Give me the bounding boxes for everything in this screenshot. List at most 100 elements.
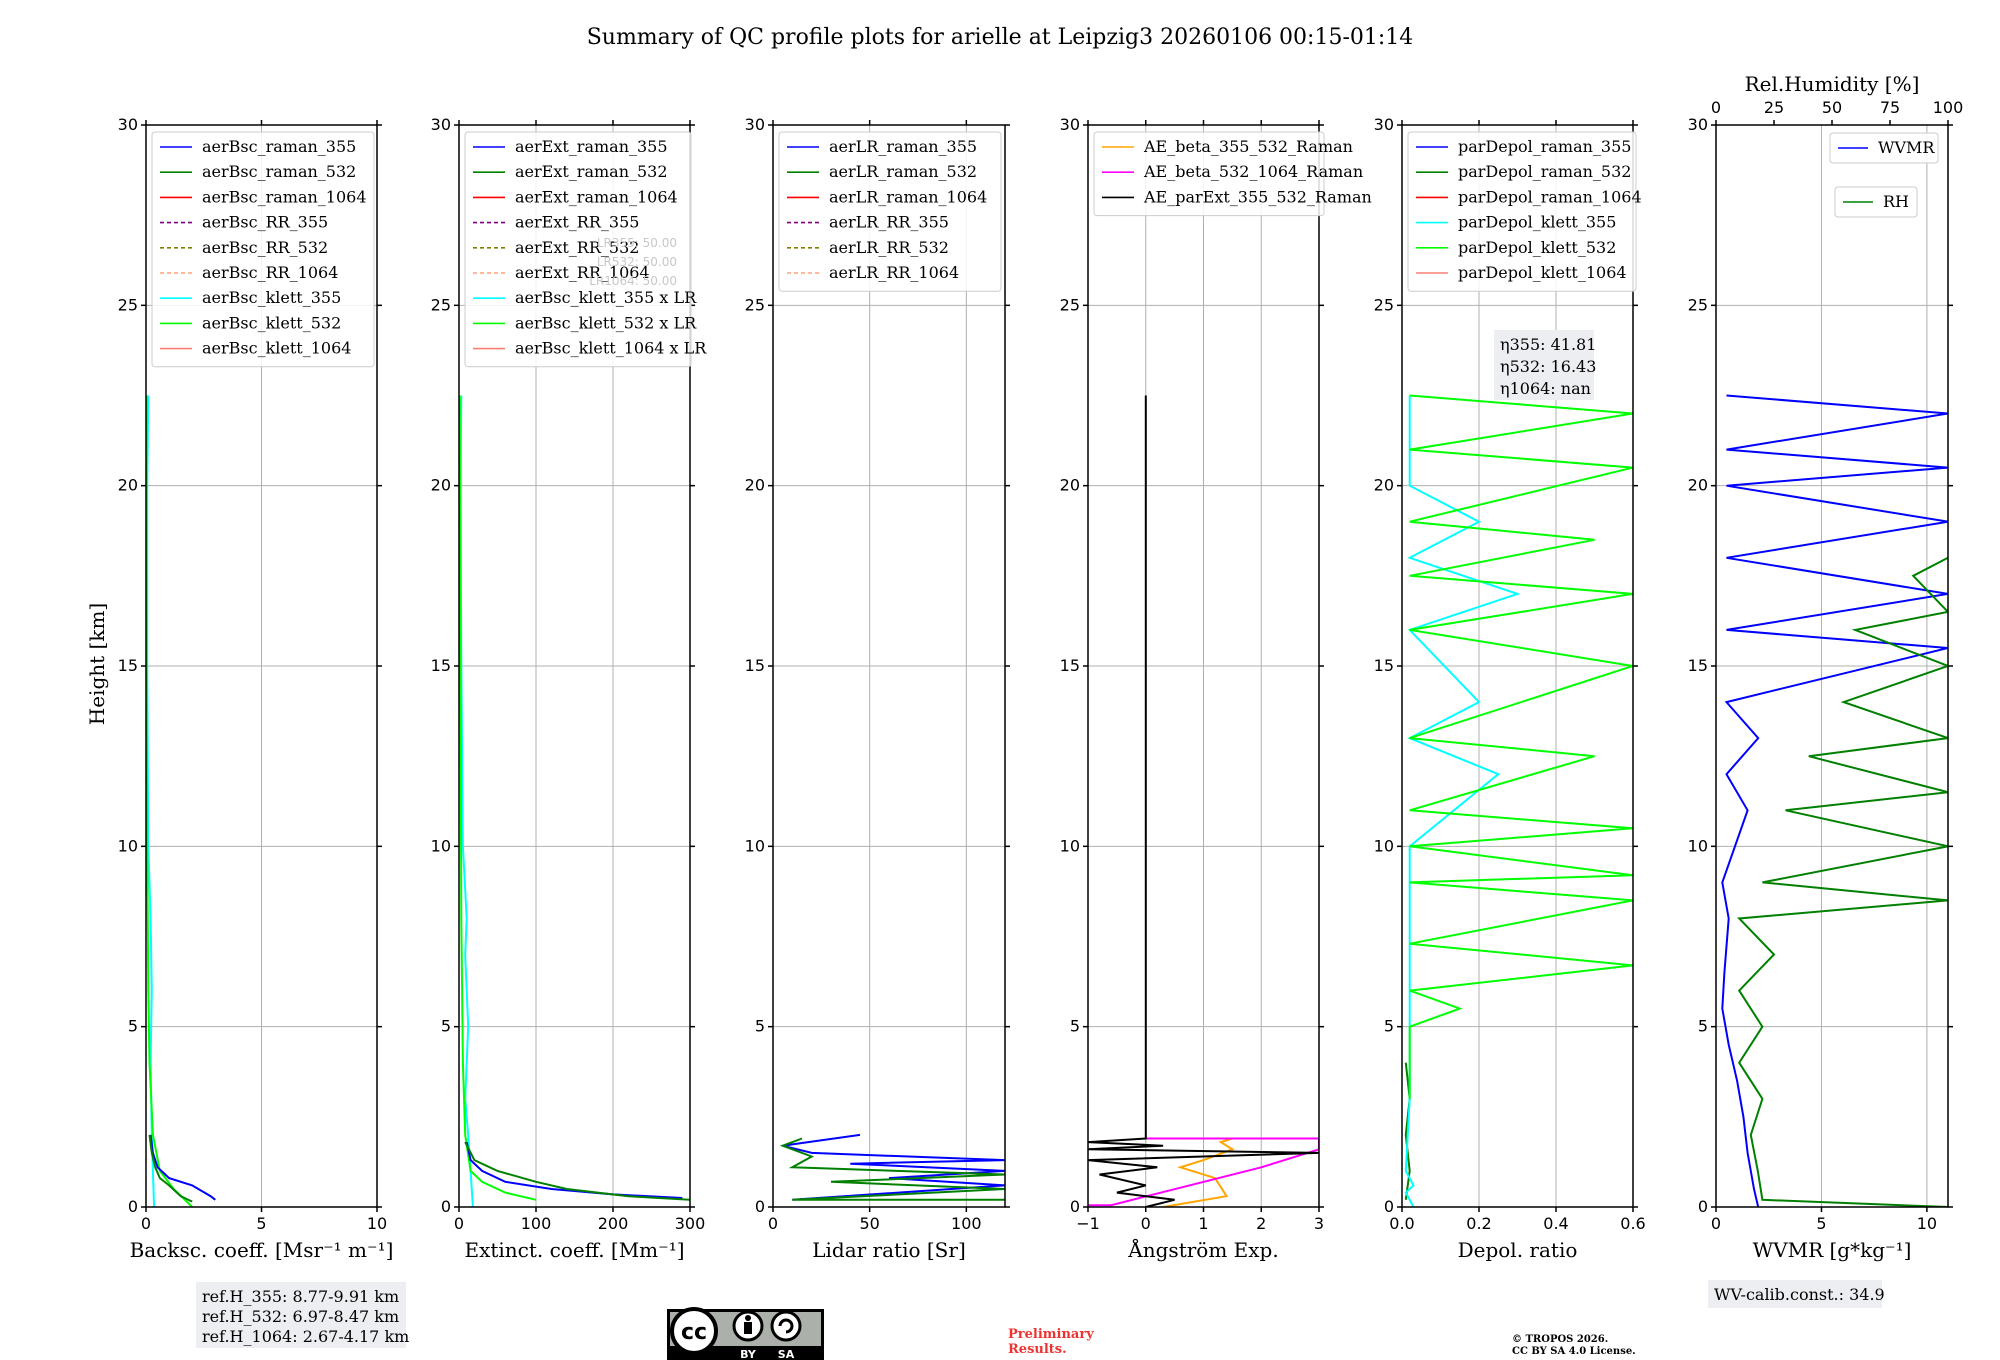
legend-label: aerExt_raman_532 — [515, 162, 668, 181]
backscatter-panel: 0 5 10 15 20 25 30 0 5 10 Backsc. coeff. [Msr⁻¹ m⁻… — [118, 115, 394, 1262]
top-tick-label: 25 — [1764, 98, 1784, 117]
lr-532: LR532: 50.00 — [597, 255, 677, 269]
y-tick-label: 20 — [1374, 476, 1394, 495]
y-tick-label: 25 — [118, 295, 138, 314]
x-tick-label: 0.0 — [1389, 1214, 1414, 1233]
ref-height-box: ref.H_355: 8.77-9.91 km ref.H_532: 6.97-… — [196, 1282, 409, 1348]
preliminary-line-1: Preliminary — [1008, 1327, 1094, 1342]
y-tick-label: 5 — [128, 1017, 138, 1036]
lr-labels: LR355: 50.00 LR532: 50.00 LR1064: 50.00 — [589, 236, 677, 288]
legend-label: WVMR — [1878, 138, 1935, 157]
backscatter-legend: aerBsc_raman_355 aerBsc_raman_532 aerBsc_r… — [151, 131, 375, 368]
legend-label: AE_beta_355_532_Raman — [1143, 137, 1353, 156]
legend-label: AE_beta_532_1064_Raman — [1143, 162, 1363, 181]
series-aerExt_raman_532 — [464, 1141, 690, 1201]
legend-label: aerBsc_raman_532 — [202, 162, 356, 181]
y-tick-label: 25 — [1060, 295, 1080, 314]
series-aerBsc_klett_532 x LR — [459, 395, 537, 1201]
legend-label: aerLR_raman_355 — [829, 137, 977, 156]
y-tick-label: 20 — [431, 476, 451, 495]
lidar-ratio-panel: 0 5 10 15 20 25 30 0 50 100 Lidar ratio [Sr] aerLR_… — [745, 115, 1010, 1262]
y-tick-label: 15 — [1688, 656, 1708, 675]
y-tick-label: 30 — [118, 115, 138, 134]
y-tick-label: 0 — [1070, 1197, 1080, 1216]
y-tick-label: 5 — [1384, 1017, 1394, 1036]
depolarization-xlabel: Depol. ratio — [1458, 1238, 1578, 1262]
series-AE_beta_355_532_Raman — [1162, 1137, 1235, 1207]
legend-label: RH — [1883, 192, 1909, 211]
legend-label: aerLR_RR_532 — [829, 238, 949, 257]
legend-label: parDepol_klett_355 — [1458, 213, 1616, 232]
copyright-line-2: CC BY SA 4.0 License. — [1512, 1346, 1636, 1357]
top-tick-label: 50 — [1822, 98, 1842, 117]
y-tick-label: 10 — [118, 836, 138, 855]
y-tick-label: 30 — [745, 115, 765, 134]
series-WVMR — [1721, 394, 1948, 1207]
x-tick-label: 0.2 — [1466, 1214, 1491, 1233]
x-tick-label: 5 — [256, 1214, 266, 1233]
series-parDepol_klett_532 — [1408, 394, 1633, 1099]
ref-h-532: ref.H_532: 6.97-8.47 km — [202, 1307, 399, 1326]
lidar-ratio-xlabel: Lidar ratio [Sr] — [812, 1238, 966, 1262]
legend-label: parDepol_raman_532 — [1458, 162, 1631, 181]
copyright-line-1: © TROPOS 2026. — [1512, 1334, 1608, 1345]
legend-label: AE_parExt_355_532_Raman — [1143, 187, 1372, 206]
x-tick-label: 0 — [768, 1214, 778, 1233]
y-tick-label: 25 — [431, 295, 451, 314]
cc-logo-text: cc — [681, 1320, 707, 1345]
legend-label: aerBsc_klett_1064 — [202, 339, 351, 358]
legend-label: aerBsc_klett_355 x LR — [515, 288, 697, 307]
y-tick-label: 10 — [745, 836, 765, 855]
wv-calib-box: WV-calib.const.: 34.9 — [1708, 1280, 1885, 1308]
x-tick-label: 50 — [859, 1214, 879, 1233]
series-aerBsc_klett_355 x LR — [459, 395, 474, 1207]
series-aerLR_raman_532 — [779, 1137, 1005, 1201]
sa-icon — [770, 1310, 802, 1342]
y-tick-label: 25 — [1688, 295, 1708, 314]
series-aerBsc_klett_532 — [146, 395, 193, 1207]
water-vapor-xlabel: WVMR [g*kg⁻¹] — [1753, 1238, 1912, 1262]
water-vapor-grid — [1716, 125, 1948, 1207]
legend-label: aerExt_RR_1064 — [515, 263, 650, 282]
legend-label: aerLR_raman_532 — [829, 162, 977, 181]
y-tick-label: 5 — [1070, 1017, 1080, 1036]
y-tick-label: 0 — [755, 1197, 765, 1216]
x-tick-label: 0 — [1711, 1214, 1721, 1233]
legend-label: aerBsc_raman_1064 — [202, 187, 367, 206]
series-aerBsc_raman_532 — [148, 1134, 193, 1203]
y-tick-label: 15 — [118, 656, 138, 675]
x-tick-label: 0 — [1141, 1214, 1151, 1233]
legend-label: aerBsc_RR_355 — [202, 213, 328, 232]
y-tick-label: 30 — [1060, 115, 1080, 134]
y-tick-label: 5 — [1698, 1017, 1708, 1036]
y-tick-label: 25 — [1374, 295, 1394, 314]
x-tick-label: 5 — [1816, 1214, 1826, 1233]
series-aerBsc_raman_355 — [149, 1134, 216, 1201]
legend-label: aerExt_RR_355 — [515, 213, 639, 232]
lidar-ratio-series — [779, 1133, 1005, 1201]
cc-license-badge: cc BY SA — [667, 1307, 824, 1360]
x-tick-label: 10 — [367, 1214, 387, 1233]
legend-label: parDepol_raman_1064 — [1458, 187, 1642, 206]
angstrom-legend: AE_beta_355_532_Raman AE_beta_532_1064_Ra… — [1093, 131, 1372, 217]
eta-box: η355: 41.81 η532: 16.43 η1064: nan — [1494, 330, 1596, 400]
x-tick-label: 3 — [1314, 1214, 1324, 1233]
legend-label: aerBsc_klett_355 — [202, 288, 341, 307]
y-tick-label: 15 — [745, 656, 765, 675]
angstrom-grid — [1088, 125, 1319, 1207]
extinction-series — [459, 395, 690, 1207]
legend-label: aerBsc_klett_532 x LR — [515, 313, 697, 332]
y-tick-label: 30 — [1374, 115, 1394, 134]
legend-label: aerLR_RR_1064 — [829, 263, 959, 282]
legend-label: aerExt_raman_355 — [515, 137, 668, 156]
legend-label: parDepol_klett_532 — [1458, 238, 1616, 257]
y-tick-label: 0 — [441, 1197, 451, 1216]
y-tick-label: 10 — [1374, 836, 1394, 855]
top-tick-label: 0 — [1711, 98, 1721, 117]
eta-355: η355: 41.81 — [1500, 335, 1596, 354]
y-tick-label: 20 — [118, 476, 138, 495]
x-tick-label: 200 — [598, 1214, 629, 1233]
